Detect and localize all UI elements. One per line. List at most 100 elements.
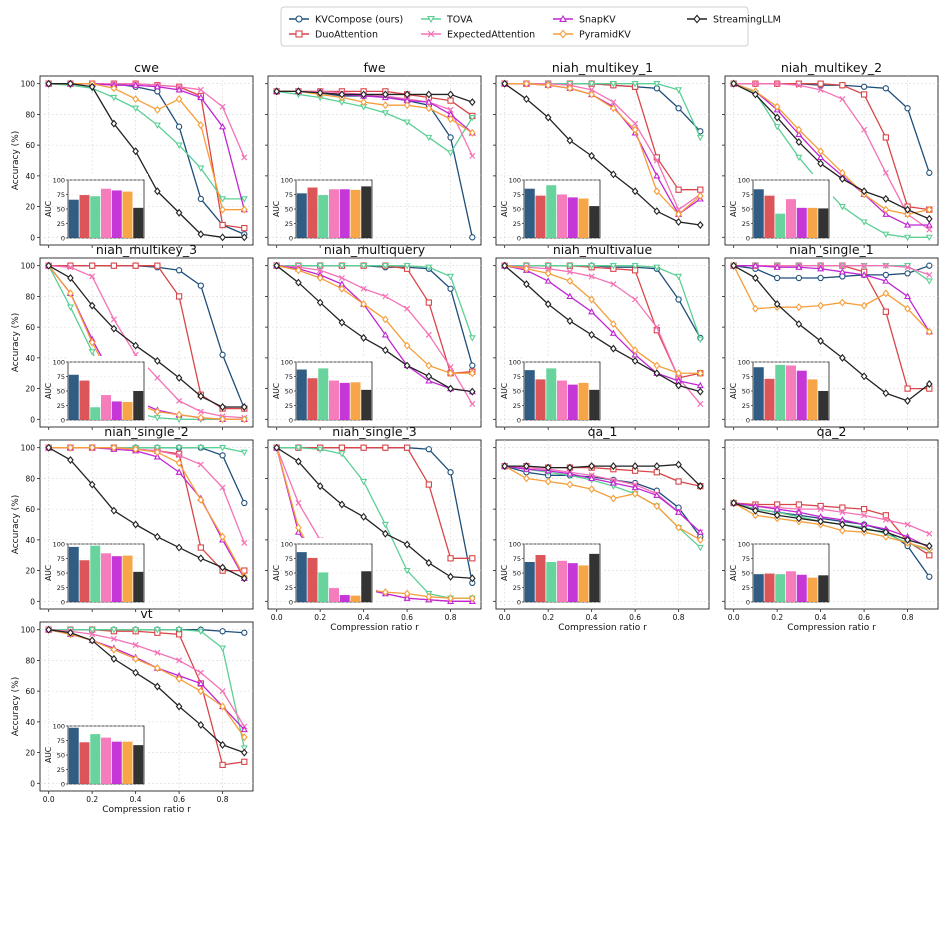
data-point [132, 105, 140, 112]
data-point [67, 289, 74, 298]
y-tick-label: 60 [25, 687, 35, 696]
data-point [697, 186, 704, 193]
series-line-PyramidKV [504, 465, 701, 541]
inset-axis-label: AUC [729, 383, 738, 399]
data-point [882, 308, 889, 315]
series-line-PyramidKV [48, 629, 245, 738]
data-point [45, 625, 53, 634]
data-point [197, 495, 205, 504]
data-point [925, 234, 933, 242]
data-point [839, 262, 846, 269]
y-tick-label: 80 [25, 110, 35, 119]
data-point [88, 636, 96, 645]
auc-bar-StreamingLLM [133, 391, 144, 420]
data-point [631, 462, 639, 471]
data-point [153, 122, 161, 129]
inset-tick-label: 75 [513, 373, 521, 381]
data-point [425, 299, 432, 306]
data-point [904, 304, 911, 313]
data-point [730, 79, 738, 88]
data-point [176, 657, 183, 664]
data-point [241, 758, 248, 765]
data-point [110, 506, 118, 515]
data-point [295, 278, 302, 287]
data-point [795, 80, 803, 87]
data-point [132, 668, 139, 677]
series-line-ExpectedAttention [733, 83, 930, 231]
data-point [425, 264, 433, 271]
data-point [175, 410, 183, 419]
data-point [175, 267, 183, 274]
series-line-ExpectedAttention [504, 83, 701, 211]
auc-inset: 0 25 50 75 100 AUC [44, 356, 148, 426]
auc-bar-TOVA [775, 213, 786, 238]
data-point [838, 203, 846, 211]
auc-bar-TOVA [90, 196, 101, 238]
data-point [696, 191, 704, 200]
panel-niah_multikey_1: niah_multikey_1 0 25 50 75 100 AUC [493, 60, 710, 248]
series-line-SnapKV [504, 465, 701, 533]
auc-bar-PyramidKV [807, 207, 818, 238]
data-point [403, 594, 411, 601]
x-tick-label: 0.2 [542, 613, 554, 622]
data-point [925, 380, 933, 388]
inset-tick-label: 25 [513, 220, 521, 228]
inset-tick-label: 0 [61, 417, 65, 425]
inset-tick-label: 0 [746, 235, 750, 243]
data-point [338, 90, 346, 99]
data-point [447, 97, 454, 104]
data-point [588, 151, 595, 160]
series-line-SnapKV [276, 265, 473, 393]
auc-bar-SnapKV [567, 384, 578, 420]
inset-axis-label: AUC [44, 747, 53, 763]
data-point [425, 558, 433, 567]
data-point [773, 511, 781, 520]
data-point [273, 87, 281, 96]
data-point [882, 262, 889, 269]
series-line-StreamingLLM [48, 265, 245, 408]
y-tick-label: 40 [25, 536, 35, 545]
series-line-SnapKV [733, 265, 930, 333]
data-point [175, 373, 183, 382]
data-point [925, 214, 933, 223]
auc-bar-TOVA [90, 734, 101, 784]
data-point [382, 529, 389, 538]
data-point [653, 81, 661, 88]
data-point [752, 90, 759, 99]
panel-title: niah_single_3 [332, 424, 416, 439]
data-point [544, 300, 552, 309]
legend-marker [427, 30, 435, 38]
auc-bar-KVCompose (ours) [68, 374, 79, 420]
data-point [132, 520, 139, 529]
auc-inset: 0 25 50 75 100 AUC [500, 356, 604, 426]
data-point [631, 125, 639, 134]
y-tick-label: 40 [25, 354, 35, 363]
data-point [197, 93, 205, 101]
auc-bar-KVCompose (ours) [68, 546, 79, 602]
auc-bar-PyramidKV [807, 379, 818, 420]
y-tick-label: 20 [25, 567, 35, 576]
panel-fwe: fwe 0 25 50 75 100 AUC [265, 60, 482, 248]
data-point [240, 725, 248, 733]
data-point [197, 413, 205, 422]
auc-inset: 0 25 50 75 100 AUC [500, 538, 604, 608]
legend-marker [295, 30, 303, 38]
data-point [675, 210, 682, 219]
data-point [860, 83, 868, 90]
data-point [219, 563, 226, 572]
data-point [425, 90, 433, 99]
auc-bar-ExpectedAttention [101, 395, 111, 420]
inset-tick-label: 25 [513, 584, 521, 592]
legend: KVCompose (ours) DuoAttention TOVA Expected… [280, 6, 781, 47]
panel-title: vt [140, 606, 152, 621]
auc-bar-ExpectedAttention [557, 380, 567, 420]
data-point [588, 462, 595, 471]
data-point [468, 335, 476, 342]
series-line-PyramidKV [504, 265, 701, 374]
data-point [338, 284, 346, 293]
data-point [468, 98, 476, 107]
data-point [468, 369, 476, 378]
data-point [839, 82, 846, 89]
data-point [294, 445, 302, 452]
data-point [631, 81, 639, 88]
